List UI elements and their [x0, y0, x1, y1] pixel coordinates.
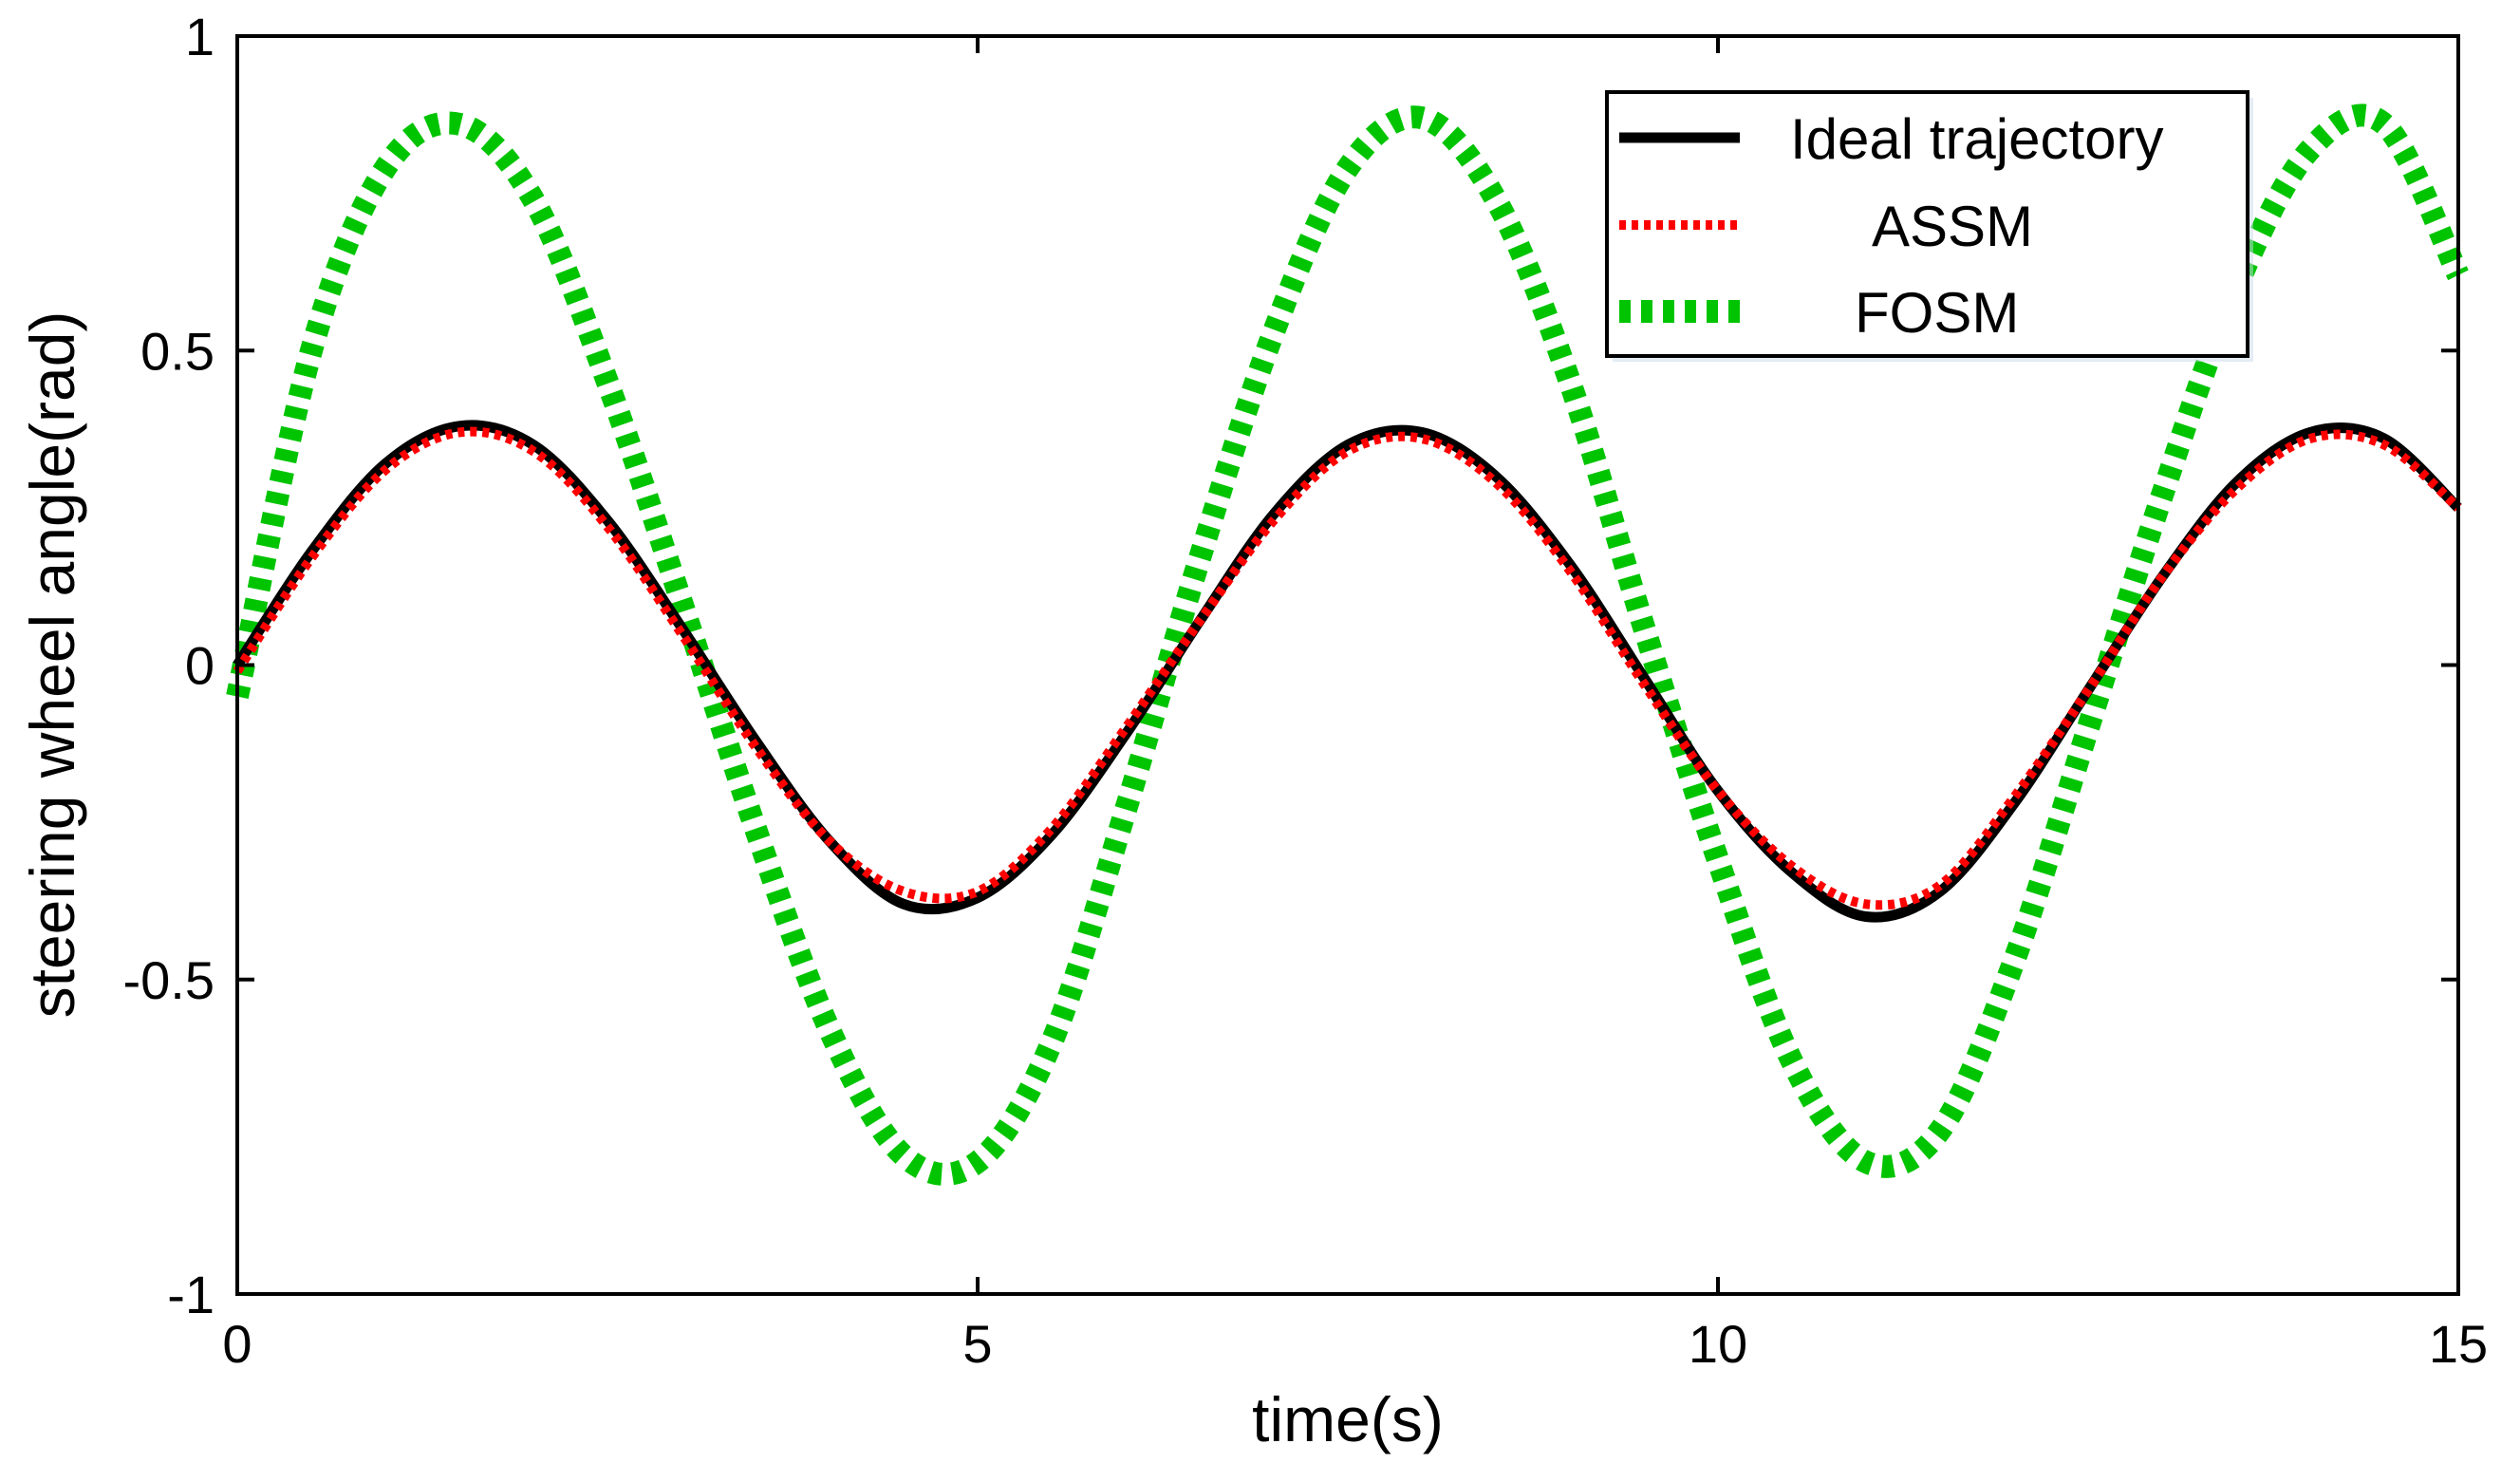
y-tick-label: -0.5	[123, 950, 215, 1010]
x-tick-label: 10	[1689, 1314, 1747, 1374]
x-axis-title: time(s)	[1252, 1384, 1444, 1454]
legend-label: FOSM	[1855, 281, 2019, 345]
x-tick-label: 5	[962, 1314, 992, 1374]
y-tick-label: 1	[185, 7, 215, 66]
legend-label: Ideal trajectory	[1790, 107, 2164, 171]
y-tick-label: 0.5	[140, 321, 215, 381]
tick-layer: 0 5 10 15 -1 -0.5 0 0.5 1	[123, 7, 2489, 1374]
y-tick-label: -1	[167, 1265, 215, 1324]
x-tick-label: 0	[222, 1314, 252, 1374]
legend: Ideal trajectory ASSM FOSM	[1605, 90, 2253, 362]
y-axis-title: steering wheel angle(rad)	[17, 311, 87, 1019]
series-line-fosm	[226, 103, 2469, 1186]
legend-label: ASSM	[1872, 195, 2033, 258]
series-layer	[226, 103, 2469, 1186]
y-tick-label: 0	[185, 636, 215, 696]
series-line-assm	[233, 426, 2462, 910]
x-tick-label: 15	[2429, 1314, 2488, 1374]
